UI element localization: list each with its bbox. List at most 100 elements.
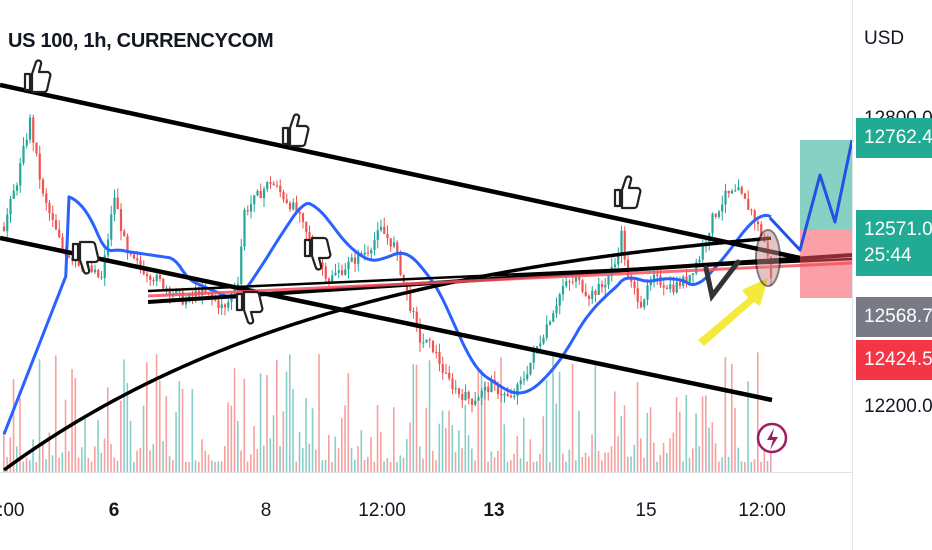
candle-body xyxy=(740,187,743,194)
volume-bar xyxy=(38,359,41,472)
candle-body xyxy=(175,290,178,294)
volume-bar xyxy=(253,426,255,472)
candle-body xyxy=(370,249,373,254)
volume-bar xyxy=(727,456,730,472)
volume-bar xyxy=(474,460,476,472)
candle-body xyxy=(123,231,126,237)
volume-bar xyxy=(734,408,736,472)
candle-body xyxy=(22,145,25,164)
candle-body xyxy=(41,179,45,194)
candle-body xyxy=(480,390,483,398)
volume-bar xyxy=(402,457,405,472)
candle-body xyxy=(522,379,526,381)
volume-bar xyxy=(545,380,548,472)
volume-bar xyxy=(607,452,610,472)
volume-bar xyxy=(263,445,265,472)
volume-bar xyxy=(708,427,710,472)
candle-body xyxy=(184,301,188,305)
thumbs-up-icon xyxy=(613,175,642,210)
volume-bar xyxy=(428,360,431,472)
candle-body xyxy=(574,277,578,282)
candle-body xyxy=(357,253,360,264)
last-price-value: 12571.0 xyxy=(864,219,932,240)
volume-bar xyxy=(422,458,424,472)
candle-body xyxy=(54,219,58,230)
candle-body xyxy=(240,246,243,284)
stop-price-value: 12424.5 xyxy=(864,349,932,370)
symbol-title[interactable]: US 100, 1h, CURRENCYCOM xyxy=(8,30,274,52)
candle-body xyxy=(227,302,230,308)
candle-body xyxy=(415,311,418,324)
candle-body xyxy=(334,272,337,276)
candle-body xyxy=(516,384,519,396)
volume-bar xyxy=(549,461,551,472)
candle-body xyxy=(727,190,730,194)
volume-bar xyxy=(367,456,369,472)
candle-body xyxy=(672,284,675,293)
candle-body xyxy=(461,394,464,401)
volume-bar xyxy=(233,368,236,472)
candle-body xyxy=(136,258,139,261)
volume-bar xyxy=(363,459,366,472)
candle-body xyxy=(639,301,643,308)
volume-bar xyxy=(454,452,457,472)
candle-body xyxy=(152,280,155,282)
volume-bar xyxy=(445,428,447,472)
volume-bar xyxy=(324,459,327,472)
candle-body xyxy=(142,267,145,274)
volume-bar xyxy=(230,405,233,472)
candle-body xyxy=(760,224,763,237)
candle-body xyxy=(9,198,12,215)
candle-body xyxy=(347,261,350,270)
volume-bar xyxy=(675,397,678,472)
check-marker-icon xyxy=(703,259,741,302)
volume-bar xyxy=(295,461,298,472)
candle-body xyxy=(561,285,565,295)
volume-bar xyxy=(162,441,164,472)
candle-body xyxy=(584,291,587,296)
candle-body xyxy=(48,202,51,214)
candle-body xyxy=(571,281,574,283)
volume-bar xyxy=(308,443,311,472)
volume-bar xyxy=(646,412,649,472)
volume-bar xyxy=(666,453,668,472)
volume-bar xyxy=(542,416,545,472)
volume-bar xyxy=(740,461,743,472)
volume-bar xyxy=(568,449,571,472)
volume-bar xyxy=(679,411,681,472)
candle-body xyxy=(262,189,266,199)
target-price-tag: 12762.4 xyxy=(856,118,932,158)
candle-body xyxy=(266,182,269,190)
volume-bar xyxy=(701,396,704,472)
candle-body xyxy=(344,269,347,275)
volume-bar xyxy=(493,457,496,472)
price-tick-12200: 12200.0 xyxy=(864,396,932,417)
candle-body xyxy=(110,214,113,240)
time-tick-6: 6 xyxy=(108,500,120,521)
volume-bar xyxy=(510,460,512,472)
candle-body xyxy=(600,283,604,288)
volume-bar xyxy=(688,457,691,472)
volume-bar xyxy=(172,460,174,472)
currency-label[interactable]: USD xyxy=(864,28,905,49)
candle-body xyxy=(568,281,571,283)
volume-bar xyxy=(331,461,333,472)
volume-bar xyxy=(513,453,515,472)
volume-bar xyxy=(393,407,395,472)
volume-bar xyxy=(578,410,580,472)
candle-body xyxy=(454,388,457,390)
thumbs-up-icon xyxy=(23,59,52,94)
candle-body xyxy=(474,400,477,405)
volume-bar xyxy=(526,461,528,472)
volume-bar xyxy=(237,420,239,472)
candle-body xyxy=(633,281,636,288)
candle-body xyxy=(129,253,132,255)
volume-bar xyxy=(321,460,324,472)
volume-bar xyxy=(188,461,190,472)
volume-bar xyxy=(529,439,532,472)
volume-bar xyxy=(386,457,389,472)
candle-body xyxy=(490,379,493,393)
volume-bar xyxy=(266,374,268,472)
volume-bar xyxy=(9,437,12,472)
